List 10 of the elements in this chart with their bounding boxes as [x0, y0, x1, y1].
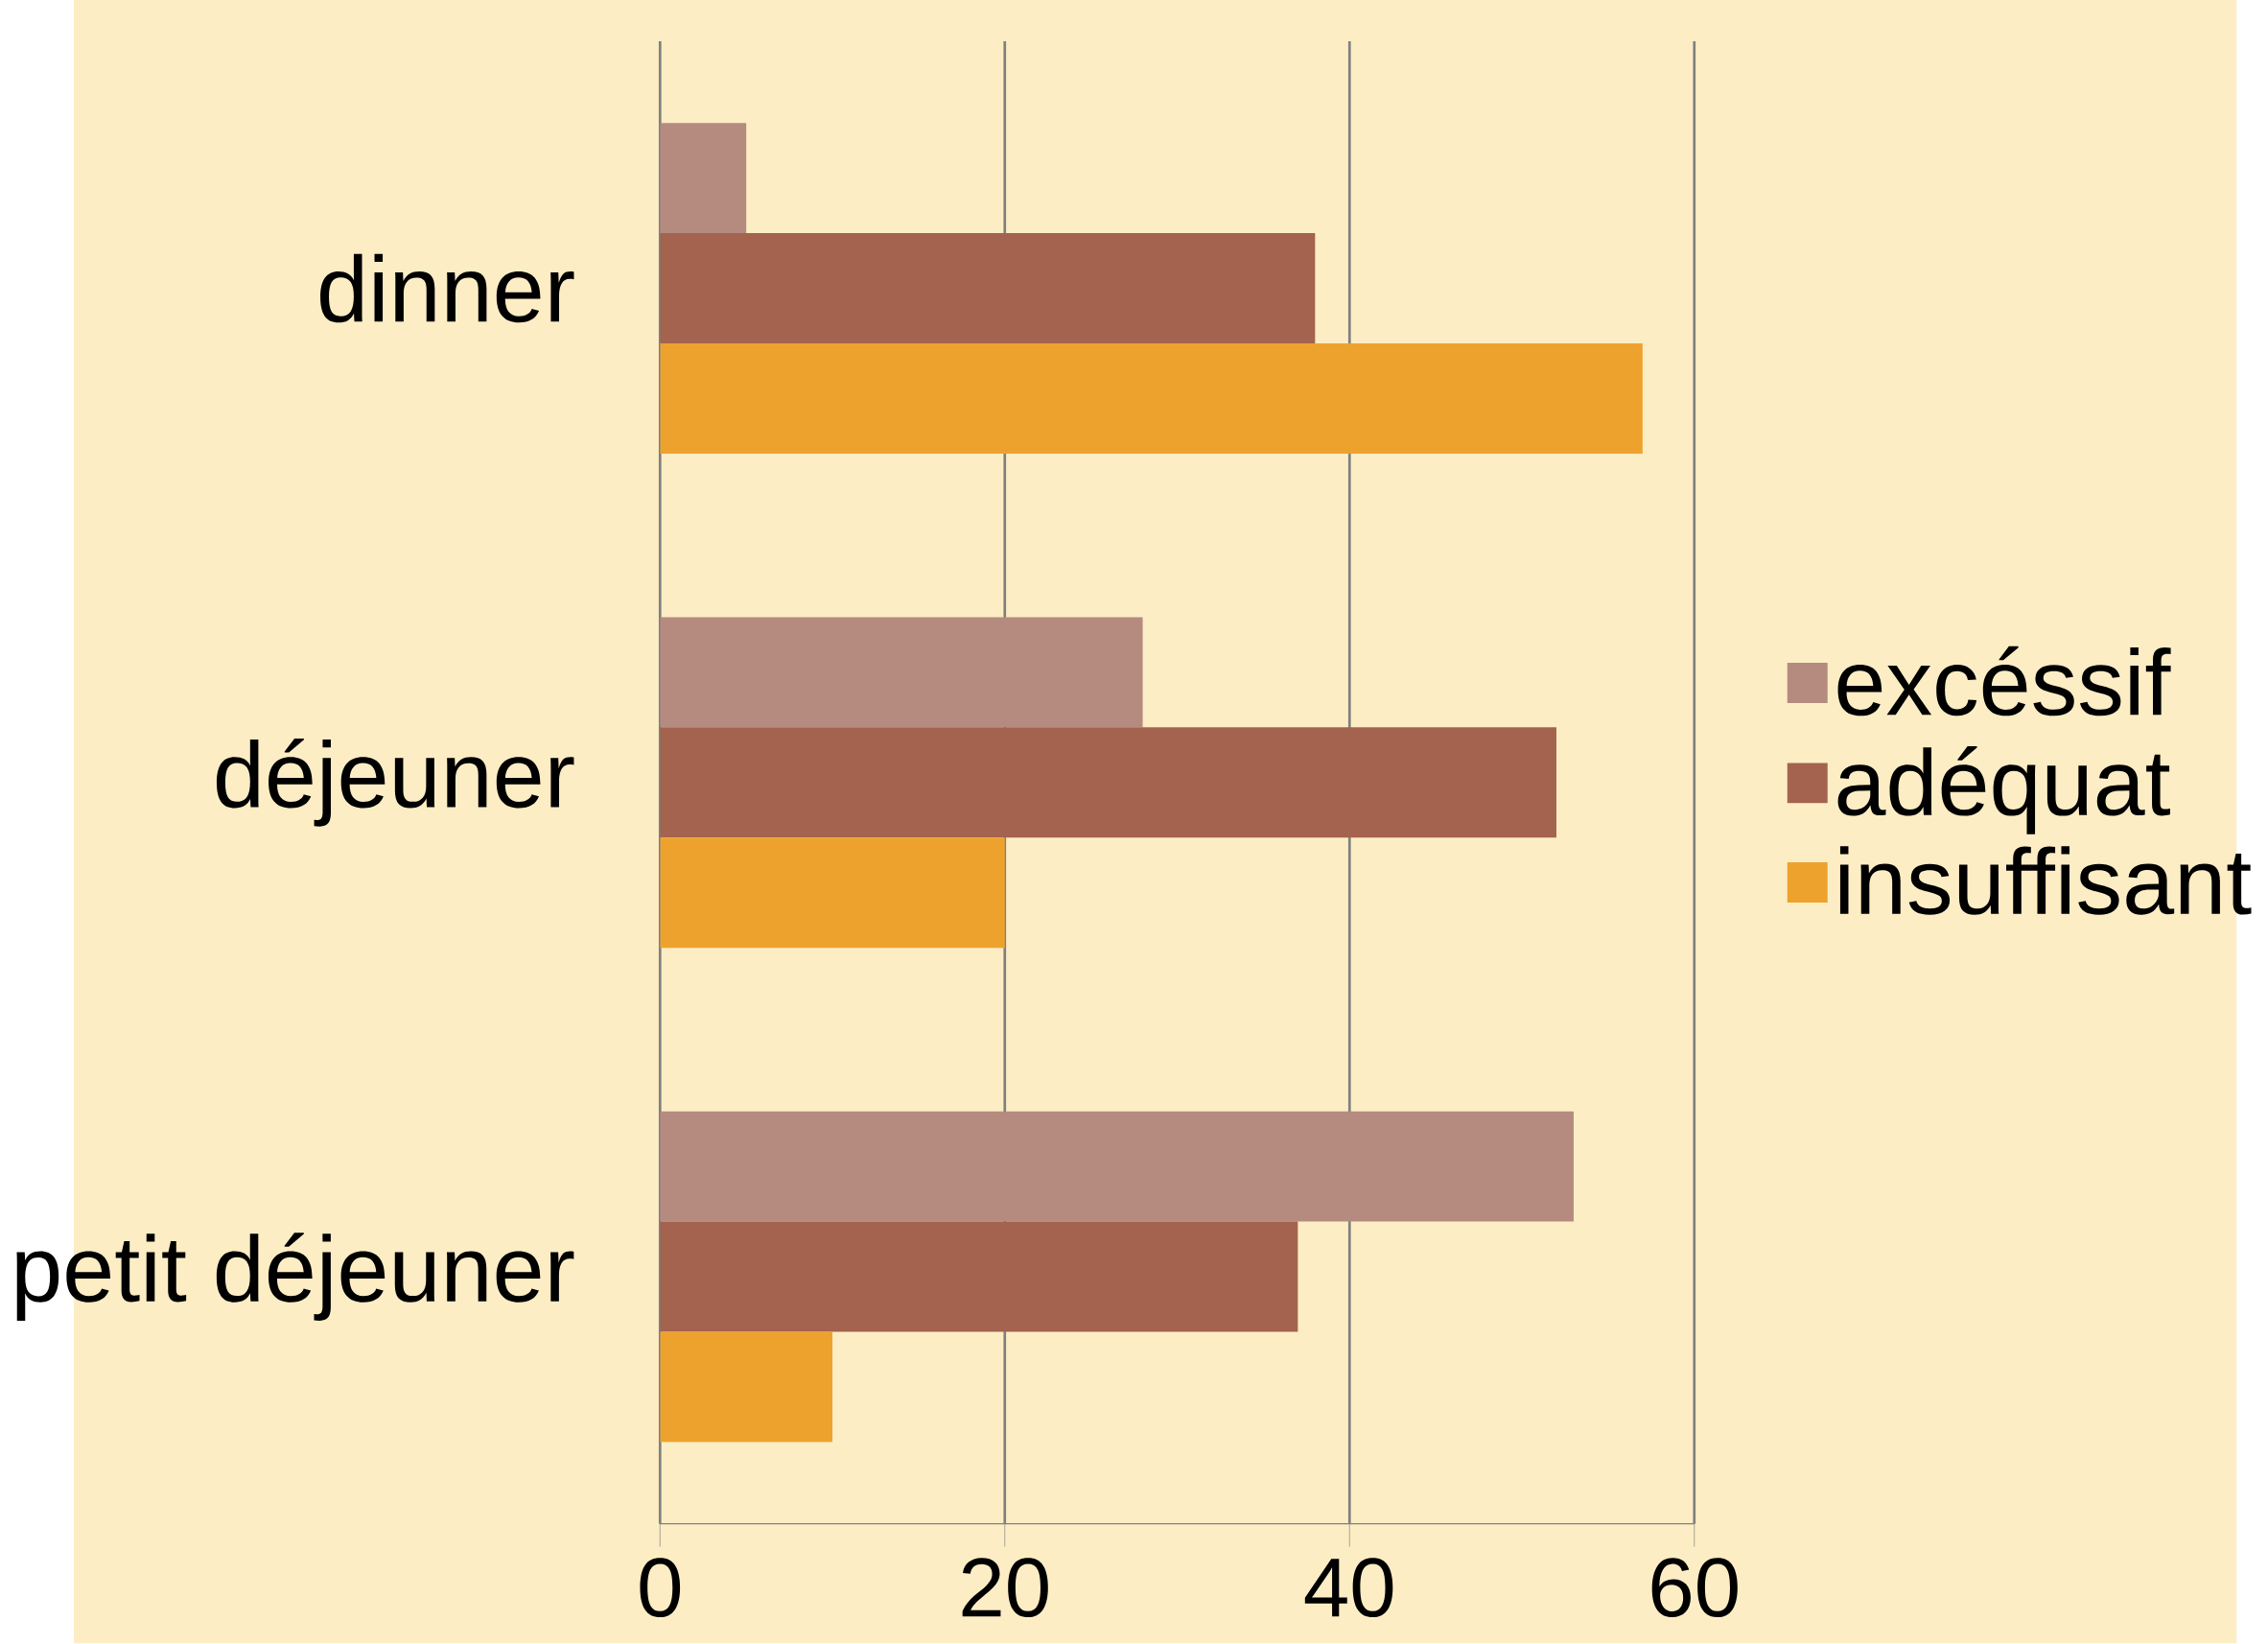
x-tick-label: 60 [1651, 1558, 1738, 1618]
y-tick-label: petit déjeuner [16, 1233, 574, 1322]
x-tick-label: 40 [1304, 1558, 1393, 1618]
legend-label: insuffisant [1839, 846, 2252, 915]
y-tick-label: dinner [320, 254, 574, 323]
legend-label: excéssif [1837, 646, 2171, 716]
legend-label: adéquat [1837, 746, 2170, 835]
x-tick-label: 0 [640, 1558, 681, 1618]
y-tick-label: déjeuner [216, 739, 574, 827]
x-tick-label: 20 [962, 1558, 1048, 1618]
